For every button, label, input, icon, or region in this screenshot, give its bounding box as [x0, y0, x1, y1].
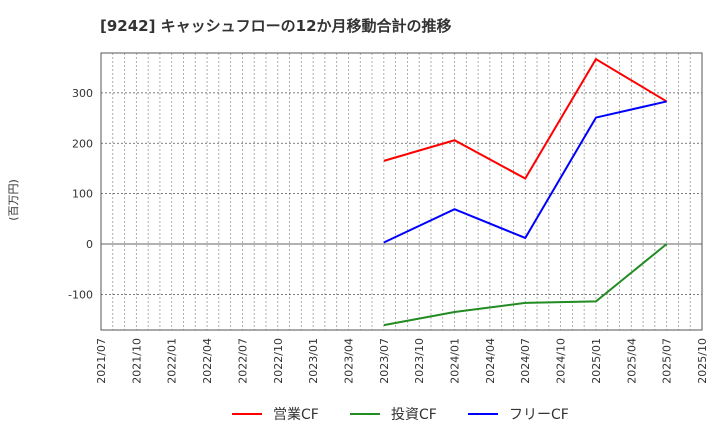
- x-tick-label: 2021/07: [95, 338, 108, 384]
- y-tick-label: -100: [68, 288, 93, 301]
- y-tick-label: 200: [72, 137, 93, 150]
- y-tick-label: 100: [72, 188, 93, 201]
- legend-label: フリーCF: [509, 407, 569, 423]
- y-axis-label: (百万円): [7, 179, 20, 221]
- x-tick-label: 2024/10: [555, 338, 568, 384]
- x-tick-label: 2024/01: [449, 338, 462, 384]
- x-tick-label: 2025/04: [625, 338, 638, 384]
- y-tick-label: 0: [86, 238, 93, 251]
- chart-title: [9242] キャッシュフローの12か月移動合計の推移: [100, 17, 452, 35]
- x-tick-label: 2025/07: [661, 338, 674, 384]
- y-tick-label: 300: [72, 87, 93, 100]
- x-tick-label: 2025/10: [696, 338, 709, 384]
- legend-label: 投資CF: [391, 407, 437, 423]
- x-tick-label: 2023/10: [413, 338, 426, 384]
- x-tick-label: 2022/01: [166, 338, 179, 384]
- x-tick-label: 2024/07: [519, 338, 532, 384]
- x-tick-label: 2025/01: [590, 338, 603, 384]
- x-tick-label: 2022/10: [272, 338, 285, 384]
- x-tick-label: 2023/04: [342, 338, 355, 384]
- x-tick-label: 2021/10: [130, 338, 143, 384]
- series-line-投資CF: [384, 244, 667, 325]
- x-tick-label: 2022/07: [236, 338, 249, 384]
- x-tick-label: 2022/04: [201, 338, 214, 384]
- x-tick-label: 2023/07: [378, 338, 391, 384]
- x-tick-label: 2024/04: [484, 338, 497, 384]
- legend-label: 営業CF: [273, 407, 319, 423]
- x-tick-label: 2023/01: [307, 338, 320, 384]
